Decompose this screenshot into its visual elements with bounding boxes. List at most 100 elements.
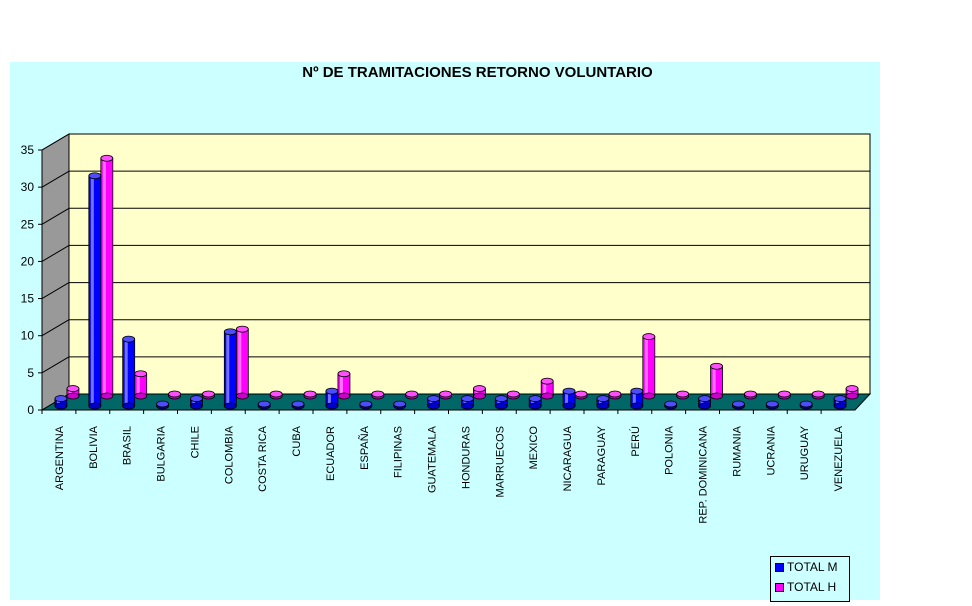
bar-total-h-base xyxy=(337,392,351,400)
legend-item-total-m: TOTAL M xyxy=(771,557,849,577)
bar-total-h-base xyxy=(134,392,148,400)
bar-total-h-top xyxy=(608,390,622,398)
x-tick-label: BULGARIA xyxy=(156,425,168,481)
plot-side-wall xyxy=(41,133,70,411)
bar-total-m-top xyxy=(122,335,136,343)
bar-total-h-top xyxy=(134,370,148,378)
bar-total-m-base xyxy=(698,402,711,410)
bar-total-m xyxy=(190,395,203,410)
bar-total-h xyxy=(235,325,249,400)
bar-total-h-top xyxy=(405,390,419,398)
bar-total-h-highlight xyxy=(712,366,716,396)
y-tick-label: 35 xyxy=(21,143,35,157)
bar-total-h xyxy=(506,390,520,400)
bar-total-m xyxy=(698,395,711,410)
bar-total-m-base xyxy=(833,402,847,410)
bar-total-m-body xyxy=(122,338,136,407)
bar-total-h-highlight xyxy=(644,336,648,396)
legend-item-total-h: TOTAL H xyxy=(771,577,849,597)
bar-total-m xyxy=(156,400,169,410)
x-tick-label: NICARAGUA xyxy=(562,425,574,491)
bar-total-h xyxy=(168,390,181,400)
bar-total-m-highlight xyxy=(124,339,128,406)
bar-total-m-top xyxy=(494,395,508,402)
gridline-diagonal xyxy=(41,170,70,188)
x-tick-label: MEXICO xyxy=(528,426,540,470)
bar-total-m-highlight xyxy=(429,398,433,406)
bar-total-h xyxy=(337,370,351,400)
bar-total-h xyxy=(574,390,588,400)
bar-total-m-highlight xyxy=(598,398,602,406)
bar-total-m-highlight xyxy=(90,175,94,406)
bar-total-m-top xyxy=(630,387,644,395)
y-tick-label: 30 xyxy=(21,180,35,194)
bar-total-h xyxy=(405,390,419,400)
y-tick-label: 5 xyxy=(27,366,34,380)
bar-total-h xyxy=(66,385,80,400)
x-tick-label: VENEZUELA xyxy=(833,425,845,491)
plot-back-wall xyxy=(68,133,871,395)
bar-total-m xyxy=(799,400,813,410)
bar-total-m xyxy=(122,335,136,410)
x-tick-label: PARAGUAY xyxy=(596,425,608,485)
bar-total-m-base xyxy=(325,402,339,410)
bar-total-m xyxy=(223,328,237,410)
bar-total-h-body xyxy=(235,328,249,397)
bar-total-m-top xyxy=(359,400,373,408)
bar-total-h-top xyxy=(710,362,723,370)
bar-total-h-top xyxy=(303,390,317,398)
bar-total-m-top xyxy=(325,387,339,395)
bar-total-m xyxy=(528,395,542,410)
bar-total-m-body xyxy=(223,331,237,407)
bar-total-m-highlight xyxy=(56,398,60,406)
bar-total-h xyxy=(744,390,757,400)
bar-total-h xyxy=(710,362,723,400)
legend-label-total-h: TOTAL H xyxy=(787,580,837,594)
legend: TOTAL M TOTAL H xyxy=(770,556,850,602)
bar-total-h-highlight xyxy=(238,329,242,396)
bar-total-m-top xyxy=(461,395,474,402)
bar-total-h-highlight xyxy=(102,158,106,396)
bar-total-h-highlight xyxy=(339,373,343,396)
bar-total-m-top xyxy=(562,387,576,395)
bar-total-h-top xyxy=(202,390,215,398)
y-tick-label: 0 xyxy=(27,403,34,417)
bar-total-m-base xyxy=(562,402,576,410)
bar-total-m-top xyxy=(732,400,745,408)
bar-total-m-top xyxy=(833,395,847,402)
bar-total-m-base xyxy=(427,402,440,410)
bar-total-h-base xyxy=(845,392,859,400)
bar-total-h xyxy=(100,154,114,400)
bar-total-h xyxy=(642,333,656,400)
bar-total-h xyxy=(676,390,690,400)
bar-total-h xyxy=(608,390,622,400)
bar-total-m xyxy=(427,395,440,410)
bar-total-m xyxy=(630,387,644,410)
bar-total-h-top xyxy=(100,154,114,162)
bar-total-h-top xyxy=(676,390,690,398)
bar-total-m xyxy=(562,387,576,410)
bar-total-m xyxy=(88,172,102,410)
bar-total-h-top xyxy=(540,377,554,385)
bar-total-h-top xyxy=(439,390,452,398)
bar-total-m xyxy=(257,400,271,410)
bar-total-h xyxy=(439,390,452,400)
bar-total-m-top xyxy=(291,400,305,408)
bar-total-m-top xyxy=(596,395,610,402)
bar-total-m xyxy=(461,395,474,410)
x-tick-label: ARGENTINA xyxy=(54,425,66,490)
bar-total-m xyxy=(325,387,339,410)
bar-total-m-highlight xyxy=(700,398,704,406)
bar-total-m-highlight xyxy=(192,398,196,406)
x-tick-label: ECUADOR xyxy=(325,426,337,481)
bar-total-m-top xyxy=(88,172,102,180)
bar-total-h xyxy=(845,385,859,400)
bar-total-h-top xyxy=(642,333,656,340)
x-tick-label: RUMANIA xyxy=(731,425,743,476)
gridline-diagonal xyxy=(41,207,70,225)
bar-total-m-base xyxy=(596,402,610,410)
bar-total-m-top xyxy=(664,400,678,408)
bar-total-h-base xyxy=(642,392,656,400)
x-tick-label: POLONIA xyxy=(664,425,676,475)
